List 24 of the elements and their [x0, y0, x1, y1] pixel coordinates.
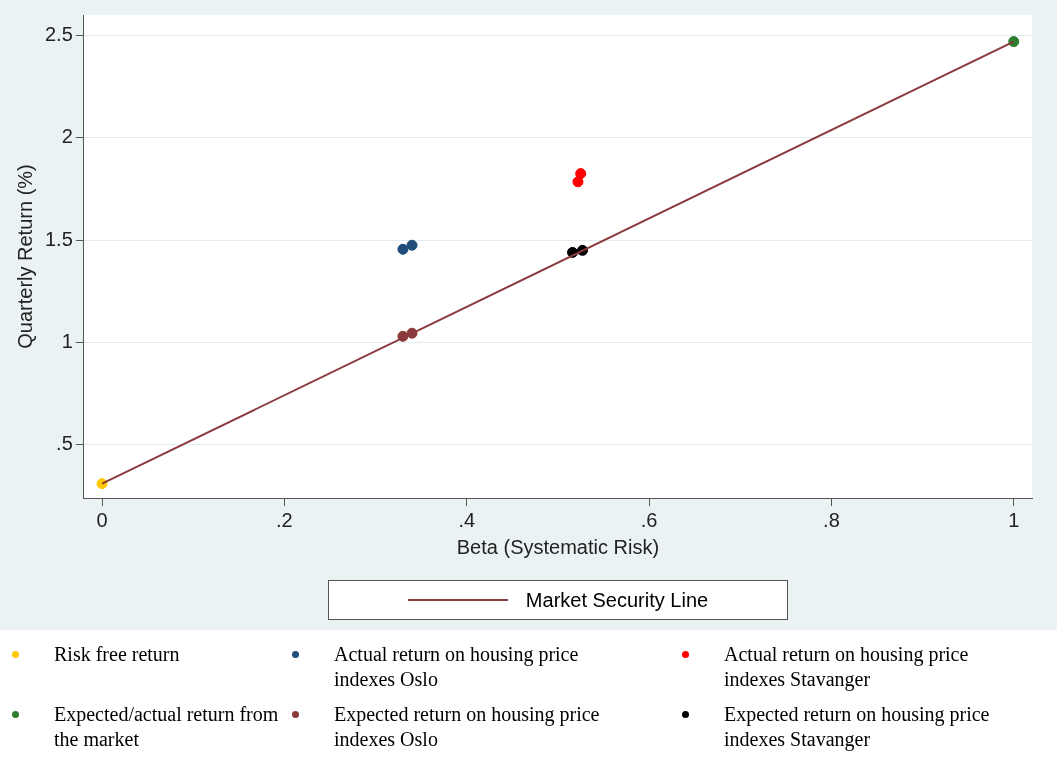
point: [406, 239, 418, 251]
legend-label: Risk free return: [54, 642, 180, 667]
legend-label: Actual return on housing price indexes Oslo: [334, 642, 580, 692]
point: [397, 243, 409, 255]
x-axis-title: Beta (Systematic Risk): [456, 535, 660, 558]
y-tick-label: 1.5: [44, 227, 73, 250]
x-tick-label: .6: [640, 508, 658, 531]
x-tick-label: .4: [458, 508, 476, 531]
y-tick-label: 1: [61, 329, 73, 352]
legend-label: Expected return on housing price indexes Stavanger: [724, 702, 991, 752]
y-tick-label: 2: [61, 125, 73, 148]
legend-label: Expected return on housing price indexes Oslo: [334, 702, 601, 752]
legend-label: Expected/actual return from the market: [54, 702, 280, 752]
x-tick-label: .8: [823, 508, 840, 531]
point: [575, 168, 587, 180]
x-tick-label: 1: [1008, 508, 1020, 531]
legend-label: Market Security Line: [525, 588, 709, 612]
x-tick-label: .2: [276, 508, 293, 531]
y-tick-label: .5: [56, 432, 73, 455]
x-tick-label: 0: [96, 508, 108, 531]
legend-label: Actual return on housing price indexes Stavanger: [724, 642, 970, 692]
point: [572, 176, 584, 188]
y-axis-title: Quarterly Return (%): [13, 164, 36, 349]
y-tick-label: 2.5: [44, 22, 73, 45]
